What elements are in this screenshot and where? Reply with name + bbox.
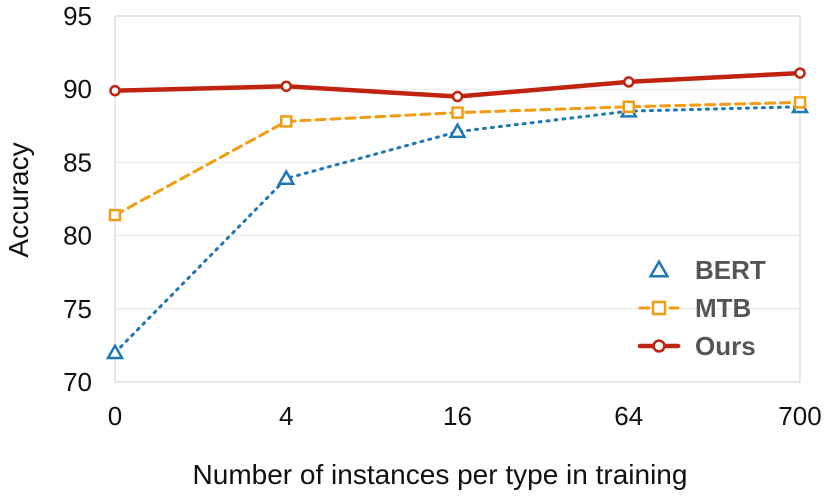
legend: BERT MTB Ours	[637, 255, 766, 361]
y-tick-label: 85	[63, 147, 92, 177]
x-tick-label: 700	[778, 401, 821, 431]
data-point-mtb	[451, 106, 464, 119]
plot-frame	[114, 15, 801, 383]
y-axis-title: Accuracy	[3, 142, 34, 257]
legend-item-mtb: MTB	[638, 293, 751, 323]
x-axis-title: Number of instances per type in training	[193, 459, 688, 490]
data-point-mtb	[793, 96, 807, 109]
legend-label: BERT	[695, 255, 766, 285]
legend-item-bert: BERT	[648, 255, 766, 285]
data-point-ours	[623, 76, 635, 88]
data-point-ours	[794, 67, 806, 79]
legend-marker-mtb	[651, 300, 667, 316]
y-tick-label: 80	[63, 221, 92, 251]
series-line-bert	[113, 105, 802, 355]
y-tick-labels: 70 75 80 85 90 95	[63, 1, 92, 397]
data-point-ours	[109, 84, 121, 97]
gridlines	[115, 15, 800, 383]
x-tick-label: 64	[614, 401, 643, 431]
series-mtb	[108, 96, 807, 222]
y-tick-label: 90	[63, 74, 92, 104]
series-group	[105, 67, 810, 360]
x-tick-label: 16	[443, 401, 472, 431]
legend-marker-ours	[652, 339, 666, 353]
data-point-ours	[451, 90, 464, 103]
data-point-mtb	[622, 100, 635, 114]
series-ours	[109, 67, 806, 103]
data-point-ours	[280, 80, 292, 93]
series-line-mtb	[113, 100, 802, 217]
legend-item-ours: Ours	[637, 331, 756, 361]
data-point-bert	[448, 122, 467, 139]
data-point-mtb	[280, 115, 293, 128]
x-tick-label: 4	[279, 401, 293, 431]
data-point-mtb	[108, 208, 122, 222]
data-point-bert	[105, 343, 125, 360]
legend-marker-bert	[648, 259, 670, 278]
x-tick-label: 0	[108, 401, 122, 431]
data-point-bert	[277, 168, 296, 186]
legend-label: MTB	[695, 293, 751, 323]
y-tick-label: 95	[63, 1, 92, 31]
y-tick-label: 70	[63, 367, 92, 397]
legend-label: Ours	[695, 331, 756, 361]
y-tick-label: 75	[63, 294, 92, 324]
x-tick-labels: 0 4 16 64 700	[108, 401, 822, 431]
